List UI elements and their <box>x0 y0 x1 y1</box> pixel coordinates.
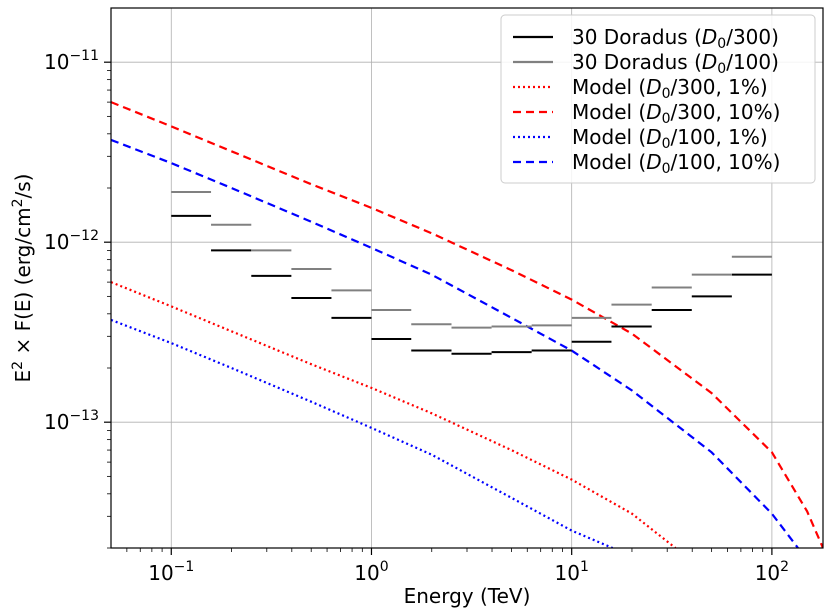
legend-label: Model (D0/100, 10%) <box>572 150 780 177</box>
legend-label: Model (D0/300, 10%) <box>572 100 780 127</box>
ticks: 10−1 100 101 102 10−13 10−12 10−11 <box>44 48 789 585</box>
x-tick-label: 101 <box>554 559 588 585</box>
data-layer <box>111 101 823 548</box>
y-tick-label: 10−13 <box>44 408 99 434</box>
y-tick-label: 10−11 <box>44 48 99 74</box>
legend-label: Model (D0/300, 1%) <box>572 75 768 102</box>
y-axis-title: E2 × F(E) (erg/cm2/s) <box>10 174 35 383</box>
model-curve-2 <box>111 101 823 548</box>
model-curve-1 <box>111 281 677 548</box>
y-tick-label: 10−12 <box>44 228 99 254</box>
legend-label: Model (D0/100, 1%) <box>572 125 768 152</box>
x-tick-label: 100 <box>354 559 388 585</box>
legend: 30 Doradus (D0/300)30 Doradus (D0/100)Mo… <box>500 14 816 184</box>
legend-label: 30 Doradus (D0/300) <box>572 25 779 52</box>
legend-box <box>500 14 816 184</box>
x-tick-label: 10−1 <box>148 559 194 585</box>
model-curve-4 <box>111 138 799 548</box>
x-axis-title: Energy (TeV) <box>404 584 531 608</box>
model-curve-3 <box>111 318 614 548</box>
x-tick-label: 102 <box>755 559 789 585</box>
legend-label: 30 Doradus (D0/100) <box>572 50 779 77</box>
